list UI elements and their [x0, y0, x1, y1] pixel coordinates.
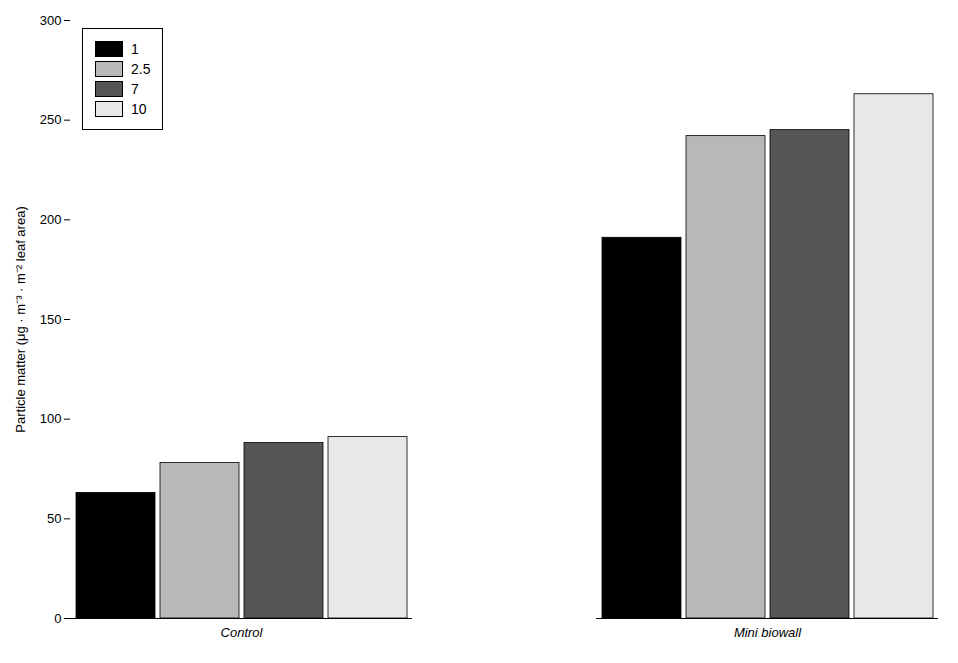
- svg-text:200: 200: [40, 212, 62, 227]
- html-text:2.5: 2.5: [131, 61, 151, 77]
- svg-text:Particle matter (μg · m⁻³ · m⁻: Particle matter (μg · m⁻³ · m⁻² leaf are…: [13, 206, 28, 432]
- svg-text:100: 100: [40, 411, 62, 426]
- svg-text:Control: Control: [221, 625, 264, 640]
- html-text:7: 7: [131, 81, 139, 97]
- html-text:10: 10: [131, 101, 147, 117]
- svg-text:50: 50: [47, 511, 61, 526]
- svg-text:0: 0: [54, 611, 61, 626]
- svg-text:250: 250: [40, 112, 62, 127]
- svg-text:Mini biowall: Mini biowall: [734, 625, 802, 640]
- html-text:1: 1: [131, 41, 139, 57]
- svg-text:300: 300: [40, 13, 62, 28]
- svg-text:150: 150: [40, 312, 62, 327]
